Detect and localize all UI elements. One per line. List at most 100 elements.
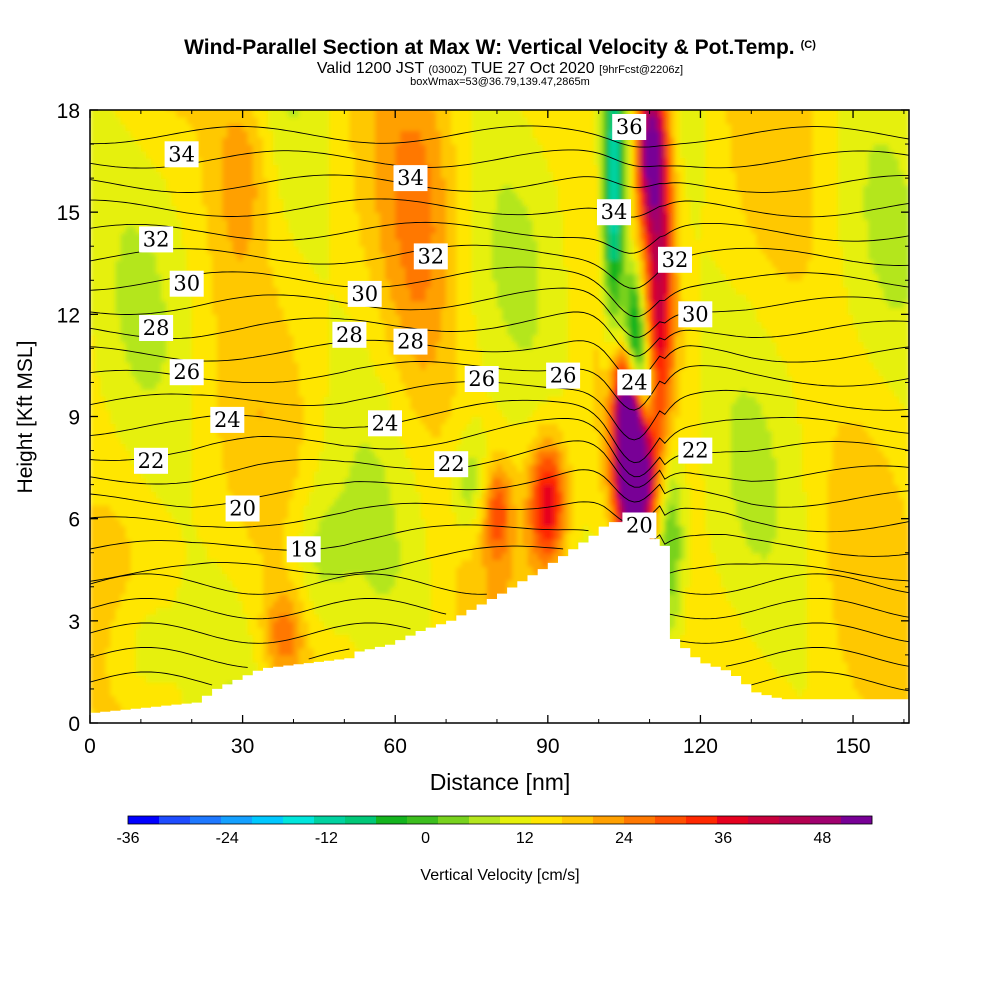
velocity-cell [135, 525, 142, 533]
velocity-cell [171, 171, 178, 179]
velocity-cell [115, 641, 122, 649]
velocity-cell [329, 436, 335, 445]
velocity-cell [191, 307, 198, 315]
velocity-cell [207, 450, 213, 458]
velocity-cell [308, 246, 315, 254]
velocity-cell [334, 620, 340, 629]
velocity-cell [212, 293, 218, 302]
velocity-cell [171, 491, 178, 499]
velocity-cell [125, 450, 132, 458]
velocity-cell [298, 150, 305, 159]
velocity-cell [95, 150, 101, 159]
velocity-cell [100, 198, 106, 206]
velocity-cell [262, 341, 269, 349]
velocity-cell [227, 273, 234, 281]
velocity-cell [140, 171, 147, 179]
velocity-cell [232, 205, 239, 213]
velocity-cell [110, 593, 117, 601]
velocity-cell [191, 586, 198, 595]
velocity-cell [201, 171, 208, 179]
velocity-cell [344, 648, 351, 656]
velocity-cell [130, 191, 137, 200]
velocity-cell [237, 218, 244, 227]
velocity-cell [186, 137, 193, 145]
velocity-cell [161, 348, 167, 356]
velocity-cell [196, 464, 203, 472]
velocity-cell [212, 668, 218, 676]
velocity-cell [324, 573, 330, 581]
velocity-cell [110, 539, 117, 547]
velocity-cell [95, 321, 101, 329]
velocity-cell [100, 287, 106, 295]
velocity-cell [257, 648, 264, 656]
velocity-cell [364, 573, 371, 581]
velocity-cell [252, 416, 259, 424]
velocity-cell [237, 130, 244, 138]
velocity-cell [207, 505, 213, 513]
velocity-cell [125, 648, 132, 656]
velocity-cell [318, 198, 325, 206]
velocity-cell [324, 144, 330, 152]
velocity-cell [303, 184, 310, 193]
velocity-cell [293, 498, 300, 506]
velocity-cell [130, 607, 137, 615]
velocity-cell [227, 620, 234, 629]
velocity-cell [313, 573, 320, 581]
velocity-cell [359, 362, 366, 370]
velocity-cell [308, 253, 315, 261]
velocity-cell [318, 484, 325, 493]
velocity-cell [288, 205, 295, 213]
velocity-cell [268, 402, 274, 411]
velocity-cell [171, 198, 178, 206]
velocity-cell [257, 443, 264, 452]
velocity-cell [298, 579, 305, 588]
velocity-cell [171, 525, 178, 533]
velocity-cell [262, 212, 269, 220]
velocity-cell [151, 402, 157, 411]
velocity-cell [293, 253, 300, 261]
velocity-cell [364, 457, 371, 465]
velocity-cell [232, 164, 239, 172]
velocity-cell [288, 607, 295, 615]
velocity-cell [364, 355, 371, 363]
velocity-cell [201, 532, 208, 540]
velocity-cell [105, 586, 111, 595]
velocity-cell [207, 348, 213, 356]
velocity-cell [283, 362, 289, 370]
velocity-cell [186, 682, 193, 690]
velocity-cell [186, 600, 193, 608]
velocity-cell [196, 137, 203, 145]
velocity-cell [283, 116, 289, 125]
velocity-cell [151, 634, 157, 642]
velocity-cell [135, 171, 142, 179]
velocity-cell [212, 627, 218, 636]
velocity-cell [115, 525, 122, 533]
velocity-cell [227, 321, 234, 329]
velocity-cell [268, 484, 274, 493]
velocity-cell [273, 218, 279, 227]
velocity-cell [308, 218, 315, 227]
velocity-cell [262, 559, 269, 567]
velocity-cell [201, 355, 208, 363]
velocity-cell [95, 641, 101, 649]
velocity-cell [278, 184, 284, 193]
velocity-cell [308, 287, 315, 295]
velocity-cell [262, 246, 269, 254]
velocity-cell [95, 382, 101, 390]
velocity-cell [308, 157, 315, 166]
velocity-cell [212, 362, 218, 370]
velocity-cell [308, 586, 315, 595]
velocity-cell [268, 396, 274, 404]
velocity-cell [318, 430, 325, 438]
velocity-cell [207, 511, 213, 520]
velocity-cell [115, 586, 122, 595]
velocity-cell [100, 144, 106, 152]
velocity-cell [324, 212, 330, 220]
velocity-cell [207, 368, 213, 377]
velocity-cell [110, 232, 117, 241]
velocity-cell [364, 253, 371, 261]
velocity-cell [298, 232, 305, 241]
velocity-cell [176, 307, 183, 315]
velocity-cell [288, 178, 295, 186]
velocity-cell [364, 178, 371, 186]
